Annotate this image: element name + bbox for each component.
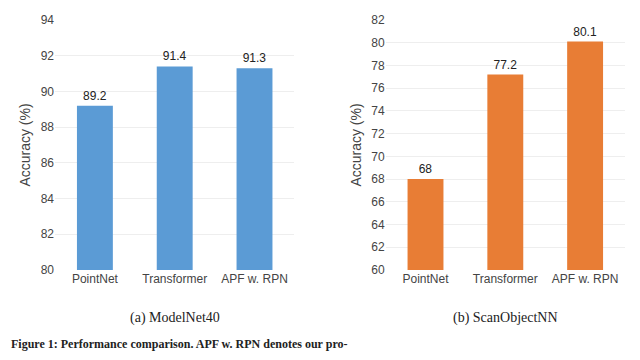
svg-text:PointNet: PointNet — [402, 272, 449, 286]
svg-text:94: 94 — [41, 13, 55, 27]
svg-text:Accuracy (%): Accuracy (%) — [348, 103, 364, 186]
svg-text:76: 76 — [371, 81, 385, 95]
svg-text:Accuracy (%): Accuracy (%) — [17, 103, 33, 186]
svg-text:82: 82 — [41, 227, 55, 241]
svg-text:62: 62 — [371, 240, 385, 254]
svg-text:APF w. RPN: APF w. RPN — [221, 272, 288, 286]
svg-text:64: 64 — [371, 218, 385, 232]
svg-text:84: 84 — [41, 192, 55, 206]
svg-text:60: 60 — [371, 263, 385, 277]
svg-text:Figure 1: Performance comparis: Figure 1: Performance comparison. APF w.… — [11, 337, 348, 351]
svg-text:80.1: 80.1 — [573, 25, 597, 39]
svg-text:(a) ModelNet40: (a) ModelNet40 — [130, 310, 220, 326]
svg-text:80: 80 — [41, 263, 55, 277]
svg-text:77.2: 77.2 — [493, 58, 517, 72]
svg-text:66: 66 — [371, 195, 385, 209]
svg-text:Transformer: Transformer — [473, 272, 538, 286]
svg-text:89.2: 89.2 — [83, 89, 107, 103]
svg-text:91.3: 91.3 — [243, 51, 267, 65]
svg-text:Transformer: Transformer — [142, 272, 207, 286]
svg-text:70: 70 — [371, 150, 385, 164]
svg-text:90: 90 — [41, 85, 55, 99]
svg-text:86: 86 — [41, 156, 55, 170]
svg-text:PointNet: PointNet — [72, 272, 119, 286]
svg-text:91.4: 91.4 — [163, 49, 187, 63]
svg-text:68: 68 — [419, 162, 433, 176]
svg-text:82: 82 — [371, 13, 385, 27]
svg-text:80: 80 — [371, 36, 385, 50]
svg-text:78: 78 — [371, 59, 385, 73]
svg-text:(b) ScanObjectNN: (b) ScanObjectNN — [453, 310, 558, 326]
svg-text:92: 92 — [41, 49, 55, 63]
svg-text:68: 68 — [371, 172, 385, 186]
svg-text:74: 74 — [371, 104, 385, 118]
svg-text:88: 88 — [41, 120, 55, 134]
svg-text:APF w. RPN: APF w. RPN — [552, 272, 619, 286]
svg-text:72: 72 — [371, 127, 385, 141]
